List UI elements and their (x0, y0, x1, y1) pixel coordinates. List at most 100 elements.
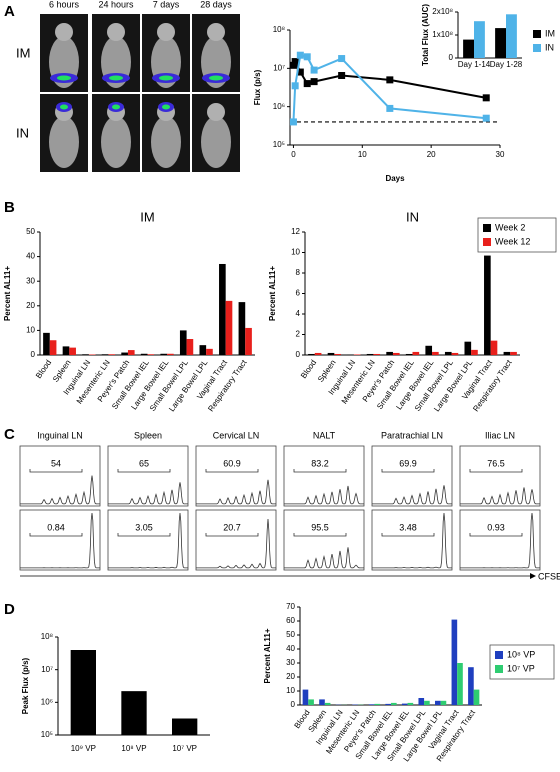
mouse-head (107, 23, 125, 41)
bar (225, 300, 233, 355)
bar (186, 339, 194, 355)
mouse-head (207, 23, 225, 41)
bar (172, 718, 198, 735)
cfse-label: CFSE (538, 571, 560, 581)
marker (482, 114, 490, 122)
bar (82, 354, 89, 355)
mouse-body (101, 116, 131, 168)
gate (29, 469, 83, 473)
x-tick-label: 0 (291, 150, 296, 159)
bar (510, 351, 517, 355)
y-axis-label: Percent AL11+ (263, 628, 272, 683)
panel-letter: C (4, 426, 15, 443)
mouse-head (207, 103, 225, 121)
bar (444, 351, 452, 355)
bar (425, 345, 433, 355)
gate (29, 533, 83, 537)
timepoint-label: 6 hours (49, 0, 80, 9)
legend-label: IM (545, 28, 555, 38)
y-tick-label: 40 (286, 644, 295, 653)
marker (296, 68, 304, 76)
bar (424, 700, 430, 705)
gate-value: 3.48 (399, 522, 417, 532)
y-tick-label: 0 (31, 350, 36, 359)
bar (503, 351, 511, 355)
line (292, 53, 487, 122)
y-tick-label: 40 (26, 252, 35, 261)
bar (506, 14, 517, 59)
bar (440, 700, 447, 705)
panel-letter: B (4, 199, 15, 216)
bar (140, 353, 148, 355)
legend-label: Week 2 (495, 222, 525, 232)
marker (303, 80, 311, 88)
bar (407, 702, 414, 705)
y-tick-label: 8 (296, 268, 301, 277)
bar (392, 352, 400, 355)
gate (205, 469, 259, 473)
x-tick-label: 10⁹ VP (71, 744, 96, 753)
legend-swatch (533, 30, 541, 38)
gate-value: 0.84 (47, 522, 65, 532)
bar (495, 28, 506, 58)
bar (69, 347, 76, 355)
flow-column-title: Cervical LN (213, 430, 260, 440)
marker (296, 51, 304, 59)
bar (70, 649, 96, 735)
y-tick-label: 12 (291, 227, 300, 236)
bar (435, 700, 441, 705)
gate-value: 60.9 (223, 458, 241, 468)
bar (238, 302, 246, 355)
signal-inner (57, 75, 71, 81)
flow-histogram (284, 485, 364, 505)
flow-histogram (196, 519, 276, 569)
panel-letter: A (4, 3, 15, 20)
y-tick-label: 20 (286, 672, 295, 681)
gate-value: 76.5 (487, 458, 505, 468)
flow-histogram (196, 479, 276, 505)
gate (381, 533, 435, 537)
bar (167, 353, 174, 355)
bar (101, 354, 109, 355)
flow-column-title: Inguinal LN (37, 430, 83, 440)
y-axis-label: Percent AL11+ (3, 266, 12, 321)
flow-frame (459, 445, 541, 507)
y-tick-label: 50 (26, 227, 35, 236)
flow-histogram (460, 512, 540, 569)
bar (206, 348, 213, 355)
x-tick-label: Day 1-14 (458, 60, 491, 69)
y-tick-label: 6 (296, 289, 301, 298)
bar (368, 704, 375, 705)
marker (291, 82, 299, 90)
gate-value: 65 (139, 458, 149, 468)
y-tick-label: 2 (296, 330, 301, 339)
legend-label: 10⁸ VP (507, 649, 535, 659)
bar (490, 340, 498, 355)
signal-inner (209, 75, 223, 81)
marker (303, 53, 311, 61)
x-tick-label: Blood (299, 358, 318, 380)
y-tick-label: 0 (291, 700, 296, 709)
legend-swatch (495, 651, 503, 659)
y-tick-label: 50 (286, 630, 295, 639)
legend-label: Week 12 (495, 236, 530, 246)
gate-value: 83.2 (311, 458, 329, 468)
mouse-body (151, 116, 181, 168)
y-axis-label: Peak Flux (p/s) (21, 657, 30, 714)
bar (484, 255, 491, 355)
flow-frame (19, 445, 101, 507)
gate-value: 69.9 (399, 458, 417, 468)
marker (289, 61, 297, 69)
marker (310, 66, 318, 74)
gate (117, 469, 171, 473)
bar (179, 330, 187, 355)
gate-value: 3.05 (135, 522, 153, 532)
flow-column-title: Iliac LN (485, 430, 515, 440)
timepoint-label: 28 days (200, 0, 232, 9)
bar (366, 353, 374, 355)
mouse-body (49, 116, 79, 168)
flow-frame (459, 509, 541, 571)
y-tick-label: 4 (296, 309, 301, 318)
flow-histogram (372, 512, 452, 569)
bar (391, 702, 397, 705)
